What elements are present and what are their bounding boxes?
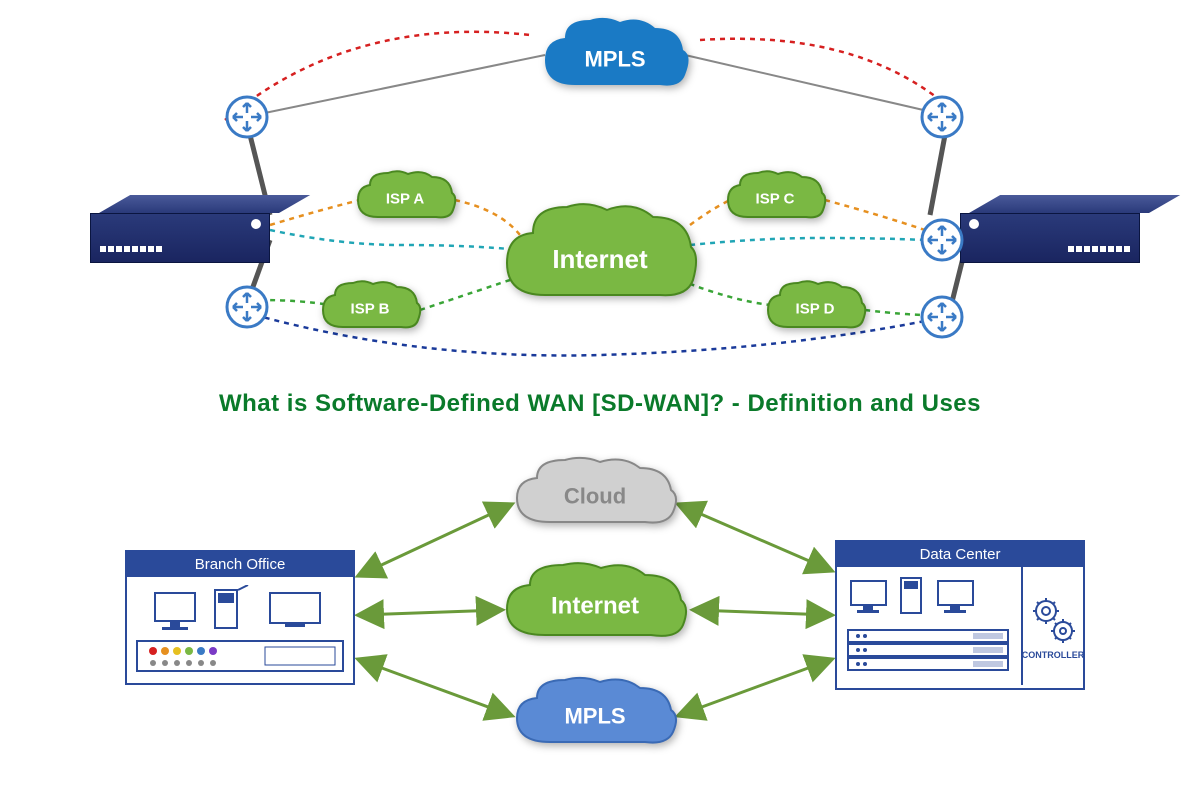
rack-icon bbox=[135, 639, 345, 674]
office-equipment-icon bbox=[140, 585, 340, 635]
router-icon bbox=[225, 95, 269, 139]
data-center-label: Data Center bbox=[837, 542, 1083, 567]
router-icon bbox=[225, 285, 269, 329]
internet-cloud-bottom: Internet bbox=[495, 555, 695, 655]
mpls-cloud-bottom: MPLS bbox=[505, 670, 685, 760]
internet-label: Internet bbox=[552, 244, 647, 275]
internet-label-bottom: Internet bbox=[551, 592, 639, 620]
dc-equipment-icon bbox=[843, 573, 1013, 623]
mpls-label-bottom: MPLS bbox=[564, 703, 625, 729]
cloud-bottom: Cloud bbox=[505, 450, 685, 540]
isp-b-label: ISP B bbox=[351, 300, 390, 317]
internet-cloud-top: Internet bbox=[495, 195, 705, 320]
gears-icon bbox=[1028, 593, 1078, 648]
cloud-label: Cloud bbox=[564, 483, 626, 509]
router-icon bbox=[920, 218, 964, 262]
data-center-box: Data Center CONTR bbox=[835, 540, 1085, 690]
branch-office-box: Branch Office bbox=[125, 550, 355, 685]
right-router bbox=[960, 195, 1140, 263]
router-icon bbox=[920, 295, 964, 339]
isp-a-cloud: ISP A bbox=[350, 165, 460, 230]
isp-a-label: ISP A bbox=[386, 190, 424, 207]
router-icon bbox=[920, 95, 964, 139]
isp-b-cloud: ISP B bbox=[315, 275, 425, 340]
server-rack-icon bbox=[843, 628, 1013, 673]
isp-c-label: ISP C bbox=[756, 190, 795, 207]
isp-d-label: ISP D bbox=[796, 300, 835, 317]
branch-office-label: Branch Office bbox=[127, 552, 353, 577]
mpls-label: MPLS bbox=[584, 46, 645, 72]
isp-c-cloud: ISP C bbox=[720, 165, 830, 230]
isp-d-cloud: ISP D bbox=[760, 275, 870, 340]
mpls-cloud-top: MPLS bbox=[535, 10, 695, 105]
controller-label: CONTROLLER bbox=[1022, 650, 1085, 660]
page-title: What is Software-Defined WAN [SD-WAN]? -… bbox=[0, 390, 1200, 418]
left-router bbox=[90, 195, 270, 263]
